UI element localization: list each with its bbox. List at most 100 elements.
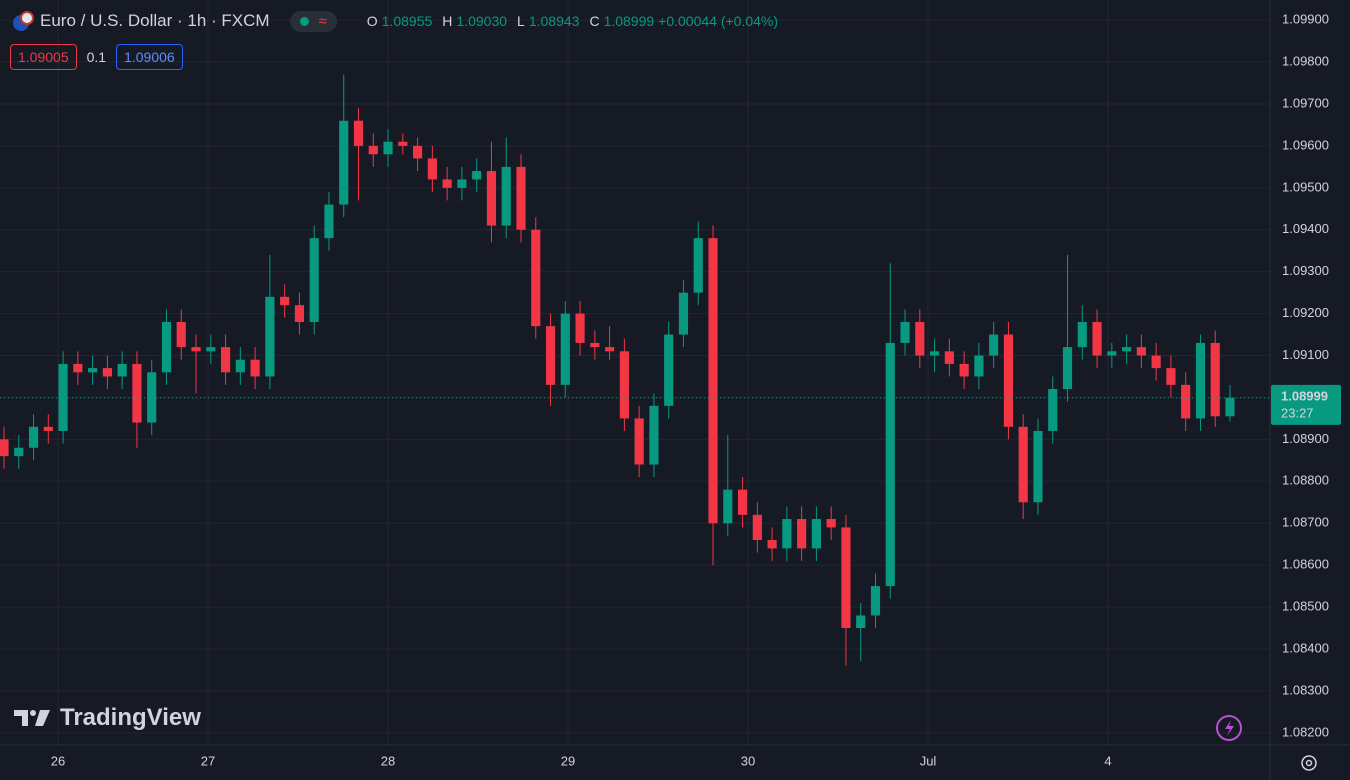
candle-body xyxy=(235,359,245,373)
candle-body xyxy=(531,229,541,327)
candle-body xyxy=(220,347,231,373)
candle-body xyxy=(678,292,689,335)
grid xyxy=(0,0,1270,745)
candle-body xyxy=(1062,347,1073,390)
candle-body xyxy=(1048,389,1058,431)
candle-body xyxy=(929,351,940,356)
x-tick-label: Jul xyxy=(920,753,937,768)
candle-body xyxy=(383,141,393,155)
candle-body xyxy=(900,321,910,343)
flag-icon xyxy=(13,11,34,31)
candle-body xyxy=(989,334,999,356)
candle-body xyxy=(708,238,718,524)
ohlc-value: 1.08943 xyxy=(528,13,580,29)
candle-body xyxy=(1092,321,1102,356)
ohlc-key: C xyxy=(589,13,600,29)
candle-body xyxy=(1225,397,1235,417)
alert-icon[interactable] xyxy=(1216,715,1242,741)
last-price-label: 1.08999 xyxy=(1281,388,1328,403)
candle-body xyxy=(664,334,674,406)
candle-body xyxy=(944,351,954,364)
status-pill[interactable]: ≈ xyxy=(289,10,337,32)
candle-body xyxy=(413,145,423,159)
countdown-label: 23:27 xyxy=(1281,405,1314,420)
candle-body xyxy=(161,321,172,373)
candle-body xyxy=(1077,321,1087,348)
candle-body xyxy=(73,363,83,373)
y-tick-label: 1.09700 xyxy=(1282,95,1329,110)
candle-body xyxy=(870,586,881,616)
y-tick-label: 1.08900 xyxy=(1282,431,1329,446)
settings-icon-center xyxy=(1305,759,1313,767)
y-tick-label: 1.08600 xyxy=(1282,557,1329,572)
candle-body xyxy=(1107,351,1117,356)
candle-body xyxy=(457,179,467,188)
candle-body xyxy=(737,489,748,515)
candle-body xyxy=(191,347,201,352)
candle-body xyxy=(58,363,68,431)
candle-body xyxy=(472,171,482,180)
ohlc-key: H xyxy=(442,13,453,29)
candle-body xyxy=(147,372,157,423)
ohlc-value: 1.09030 xyxy=(456,13,508,29)
y-tick-label: 1.08800 xyxy=(1282,473,1329,488)
candle-body xyxy=(841,527,851,629)
candle-body xyxy=(693,238,703,293)
candle-body xyxy=(43,426,53,431)
x-tick-label: 26 xyxy=(51,753,65,768)
ohlc: O 1.08955 H 1.09030 L 1.08943 C 1.08999 +0.00044… xyxy=(361,13,778,29)
candle-body xyxy=(634,418,644,465)
candle-body xyxy=(974,355,984,377)
sell-button[interactable]: 1.09005 xyxy=(10,44,77,70)
ohlc-key: L xyxy=(517,13,525,29)
candle-body xyxy=(1003,334,1014,427)
buy-button[interactable]: 1.09006 xyxy=(116,44,183,70)
candle-body xyxy=(575,313,585,343)
y-tick-label: 1.08500 xyxy=(1282,599,1329,614)
candle-body xyxy=(545,326,556,385)
candle-body xyxy=(619,351,629,419)
candle-body xyxy=(206,347,216,352)
header: Euro / U.S. Dollar · 1h · FXCM ≈ O 1.0895… xyxy=(12,10,778,32)
x-tick-label: 4 xyxy=(1104,753,1111,768)
settings-icon[interactable] xyxy=(1301,755,1317,771)
candle-body xyxy=(28,426,39,448)
candle-body xyxy=(649,405,659,465)
candle-body xyxy=(752,514,762,540)
x-tick-label: 28 xyxy=(381,753,395,768)
spread: 0.1 xyxy=(86,49,107,65)
candle-body xyxy=(516,166,526,230)
candle-body xyxy=(486,171,497,226)
candle-body xyxy=(590,342,600,348)
symbol[interactable]: Euro / U.S. Dollar · 1h · FXCM xyxy=(40,11,270,30)
y-tick-label: 1.08200 xyxy=(1282,724,1329,739)
y-tick-label: 1.08700 xyxy=(1282,515,1329,530)
axes: 1.08200 1.08300 1.08400 1.08500 1.08600 1.087… xyxy=(51,12,1341,768)
candle-body xyxy=(885,342,895,587)
candle-body xyxy=(856,615,866,629)
y-tick-label: 1.09100 xyxy=(1282,347,1329,362)
plot xyxy=(0,74,1270,666)
candle-body xyxy=(501,166,511,226)
candle-body xyxy=(1195,342,1206,419)
candle-body xyxy=(915,321,925,356)
candle-body xyxy=(442,179,452,188)
y-tick-label: 1.09500 xyxy=(1282,179,1329,194)
ohlc-key: O xyxy=(366,13,378,29)
candle-body xyxy=(1122,347,1132,352)
trade-panel: 1.09005 0.1 1.09006 xyxy=(10,44,183,70)
y-tick-label: 1.09300 xyxy=(1282,263,1329,278)
indicator: ≈ xyxy=(318,12,327,30)
y-tick-label: 1.09200 xyxy=(1282,305,1329,320)
candle-body xyxy=(605,347,615,352)
candle-body xyxy=(132,363,142,423)
candle-body xyxy=(14,447,24,457)
candle-body xyxy=(309,238,319,322)
alert-icon-bolt xyxy=(1225,720,1234,736)
candle-body xyxy=(1210,342,1220,417)
candle-body xyxy=(250,359,260,377)
candle-body xyxy=(1018,426,1028,503)
brand-name: TradingView xyxy=(60,704,201,731)
